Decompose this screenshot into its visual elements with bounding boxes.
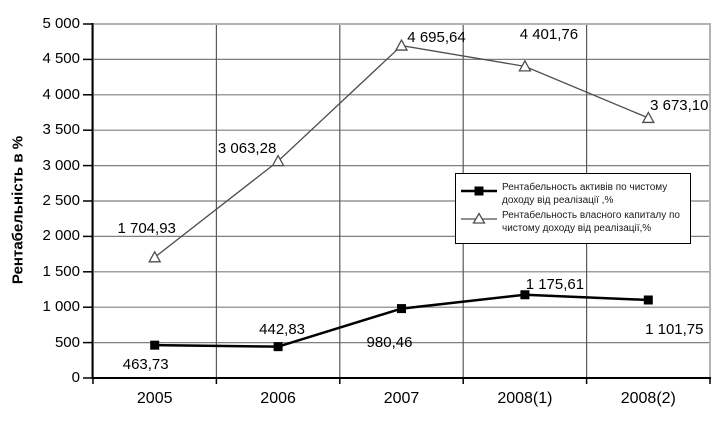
data-label-series-1: 3 063,28	[217, 140, 277, 158]
y-tick-label: 2 500	[42, 192, 80, 209]
y-tick-label: 0	[71, 369, 80, 386]
data-label-series-0: 463,73	[122, 356, 169, 374]
data-label-series-0: 980,46	[366, 333, 413, 351]
data-label-series-0: 1 175,61	[525, 275, 585, 293]
marker-open-triangle-icon	[271, 154, 285, 167]
marker-filled-square-icon	[520, 290, 530, 300]
marker-open-triangle-icon	[641, 111, 655, 124]
legend-marker-open-triangle-icon	[461, 212, 497, 224]
x-tick-label: 2007	[383, 390, 420, 407]
y-tick-label: 4 500	[42, 50, 80, 68]
marker-filled-square-icon	[273, 342, 283, 352]
x-tick-label: 2008(2)	[620, 390, 676, 407]
data-label-series-1: 4 401,76	[519, 26, 579, 44]
legend: Рентабельность активів по чистому доходу…	[455, 173, 691, 244]
y-tick-label: 1 000	[42, 298, 80, 316]
marker-open-triangle-icon	[394, 38, 409, 51]
y-tick-label: 4 000	[42, 85, 80, 103]
data-label-series-1: 1 704,93	[117, 220, 176, 238]
y-tick-label: 5 000	[42, 15, 80, 32]
legend-entry-equity: Рентабельность власного капиталу по чист…	[461, 209, 685, 235]
marker-open-triangle-icon	[518, 59, 532, 72]
x-tick-label: 2005	[136, 390, 173, 407]
x-tick-label: 2006	[260, 390, 296, 407]
legend-marker-filled-square-icon	[461, 186, 497, 196]
data-label-series-1: 4 695,64	[407, 28, 466, 46]
marker-open-triangle-icon	[148, 250, 162, 263]
y-tick-label: 1 500	[42, 262, 80, 280]
legend-entry-assets: Рентабельность активів по чистому доходу…	[461, 181, 685, 207]
marker-filled-square-icon	[397, 304, 406, 314]
y-tick-label: 3 000	[42, 156, 80, 174]
legend-label-equity: Рентабельность власного капиталу по чист…	[502, 210, 680, 234]
y-tick-label: 500	[54, 333, 80, 351]
marker-filled-square-icon	[643, 295, 653, 305]
marker-filled-square-icon	[150, 340, 160, 350]
y-tick-label: 2 000	[42, 227, 80, 245]
data-label-series-0: 1 101,75	[645, 320, 704, 338]
y-tick-label: 3 500	[42, 121, 80, 139]
x-tick-label: 2008(1)	[497, 390, 553, 407]
legend-label-assets: Рентабельность активів по чистому доходу…	[502, 182, 668, 206]
data-label-series-1: 3 673,10	[650, 96, 709, 114]
data-label-series-0: 442,83	[259, 320, 306, 338]
